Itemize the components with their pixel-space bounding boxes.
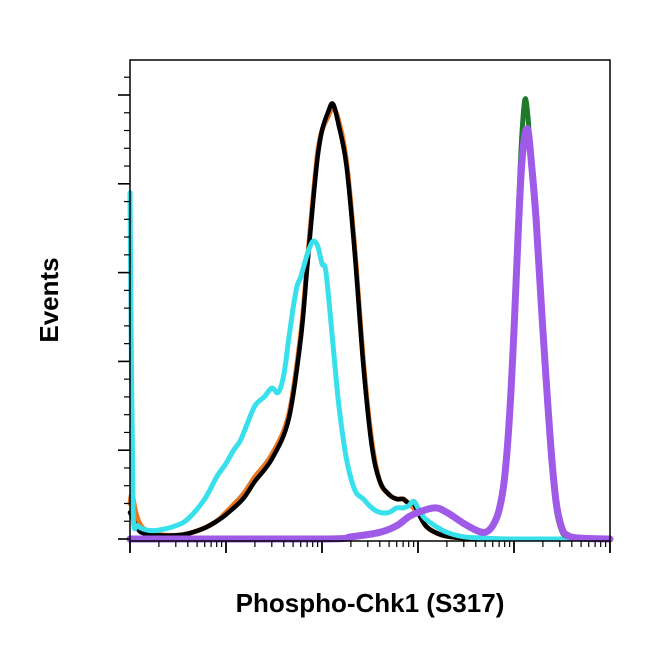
series-line-1	[127, 105, 613, 542]
series-line-3	[127, 190, 613, 542]
axes	[118, 59, 611, 553]
x-axis-title: Phospho-Chk1 (S317)	[236, 588, 505, 618]
series-line-2	[127, 101, 613, 542]
series-line-4	[127, 96, 613, 542]
plot-area	[126, 96, 614, 543]
y-axis-title: Events	[34, 257, 64, 342]
plot-frame	[129, 59, 611, 542]
series-line-5	[126, 125, 614, 543]
